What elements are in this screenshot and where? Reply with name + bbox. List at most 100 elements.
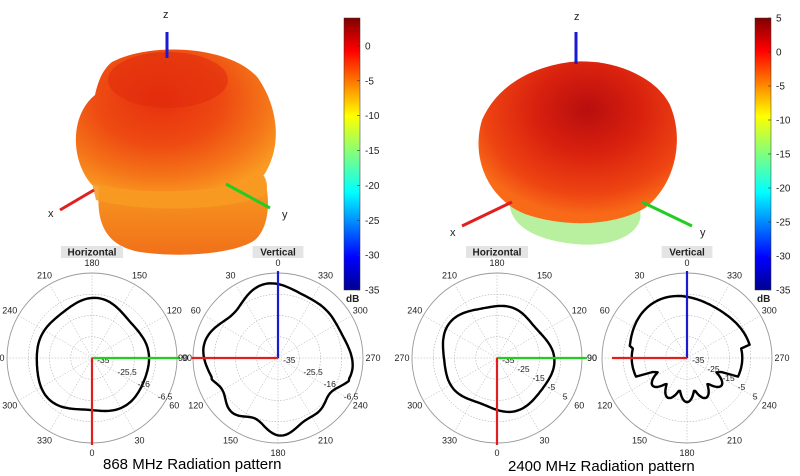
- angle-label: 90: [587, 353, 597, 363]
- colorbar-2400: 5 0 -5 -10 -15 -20 -25 -30 -35 dB: [754, 14, 791, 305]
- ring-label: -35: [502, 355, 515, 365]
- angle-label: 150: [632, 435, 647, 445]
- angle-label: 90: [182, 353, 192, 363]
- ring-label: -16: [324, 379, 337, 389]
- angle-label: 180: [84, 258, 99, 268]
- grid-spoke: [613, 315, 688, 359]
- grid-spoke: [277, 357, 321, 432]
- colorbar-868-tick-label: -25: [365, 216, 380, 227]
- grid-spoke: [18, 315, 93, 359]
- angle-label: 270: [365, 353, 380, 363]
- grid-spoke: [454, 357, 498, 432]
- grid-spoke: [49, 284, 93, 359]
- angle-label: 150: [132, 271, 147, 281]
- grid-spoke: [496, 357, 571, 401]
- colorbar-868-scale: [343, 17, 361, 291]
- y-axis-2400: [641, 200, 693, 228]
- ring-label: -5: [548, 382, 556, 392]
- pattern-curve: [628, 294, 751, 404]
- angle-label: 330: [442, 435, 457, 445]
- polar-horizontal-2400: Horizontal180150120906030033030027024021…: [394, 246, 597, 458]
- grid-spoke: [204, 357, 279, 401]
- x-label-868: x: [48, 208, 54, 220]
- angle-label: 120: [572, 306, 587, 316]
- plot-title-bg: [252, 246, 304, 258]
- angle-label: 0: [275, 258, 280, 268]
- plot-title-bg: [61, 246, 123, 258]
- grid-spoke: [686, 357, 761, 401]
- ring-label: 5: [563, 391, 568, 401]
- angle-label: 210: [318, 435, 333, 445]
- grid-spoke: [204, 315, 279, 359]
- angle-label: 90: [178, 353, 188, 363]
- angle-label: 0: [684, 258, 689, 268]
- ring-label: -6.5: [158, 391, 173, 401]
- angle-label: 210: [442, 271, 457, 281]
- caption-868: 868 MHz Radiation pattern: [103, 456, 282, 473]
- grid-spoke: [423, 315, 498, 359]
- angle-label: 30: [225, 271, 235, 281]
- ring-label: -5: [738, 382, 746, 392]
- grid-spoke: [277, 284, 321, 359]
- angle-label: 300: [407, 401, 422, 411]
- colorbar-2400-tick-label: -35: [776, 286, 791, 297]
- belt-band-868: [92, 176, 267, 209]
- angle-label: 180: [489, 258, 504, 268]
- grid-spoke: [91, 357, 135, 432]
- angle-label: 240: [407, 306, 422, 316]
- colorbar-2400-tick-label: -10: [776, 116, 791, 127]
- angle-label: 60: [191, 306, 201, 316]
- colorbar-868-tick-label: -10: [365, 111, 380, 122]
- ring-label: -15: [532, 373, 545, 383]
- plot-title: Horizontal: [68, 248, 117, 259]
- angle-label: 210: [727, 435, 742, 445]
- lobe-main-2400: [478, 61, 677, 224]
- grid-spoke: [496, 284, 540, 359]
- grid-spoke: [496, 357, 540, 432]
- colorbar-2400-tick-label: -5: [776, 82, 785, 93]
- ring-label: -35: [692, 355, 705, 365]
- angle-label: 0: [89, 448, 94, 458]
- angle-label: 180: [679, 448, 694, 458]
- angle-label: 150: [537, 271, 552, 281]
- polar-horizontal-868: Horizontal180150120906030033030027024021…: [0, 246, 192, 458]
- ring-label: -25.5: [117, 367, 137, 377]
- plot-title: Horizontal: [473, 248, 522, 259]
- angle-label: 180: [270, 448, 285, 458]
- ring-label: -35: [97, 355, 110, 365]
- angle-label: 150: [223, 435, 238, 445]
- angle-label: 60: [169, 401, 179, 411]
- pattern-curve: [441, 304, 556, 414]
- angle-label: 270: [0, 353, 5, 363]
- plot-title: Vertical: [260, 248, 296, 259]
- ring-label: -6.5: [344, 391, 359, 401]
- grid-spoke: [91, 315, 166, 359]
- ring-label: -15: [722, 373, 735, 383]
- grid-spoke: [277, 315, 352, 359]
- colorbar-868-tick-label: -5: [365, 76, 374, 87]
- colorbar-2400-tick-label: -25: [776, 218, 791, 229]
- angle-label: 240: [353, 401, 368, 411]
- grid-spoke: [235, 284, 279, 359]
- ring-label: -16: [138, 379, 151, 389]
- z-label-868: z: [163, 9, 169, 21]
- angle-label: 300: [2, 401, 17, 411]
- angle-label: 120: [597, 401, 612, 411]
- grid-spoke: [277, 357, 352, 401]
- angle-label: 0: [494, 448, 499, 458]
- colorbar-868-tick-label: -15: [365, 146, 380, 157]
- angle-label: 30: [634, 271, 644, 281]
- pattern-3d-868: z x y: [48, 9, 288, 255]
- colorbar-2400-tick-label: -15: [776, 150, 791, 161]
- grid-spoke: [91, 357, 166, 401]
- caption-2400: 2400 MHz Radiation pattern: [508, 458, 695, 475]
- ring-label: -25.5: [303, 367, 323, 377]
- angle-label: 120: [167, 306, 182, 316]
- x-axis-868: [59, 188, 95, 212]
- angle-label: 210: [37, 271, 52, 281]
- angle-label: 270: [774, 353, 789, 363]
- ring-label: -25: [707, 364, 720, 374]
- angle-label: 90: [587, 353, 597, 363]
